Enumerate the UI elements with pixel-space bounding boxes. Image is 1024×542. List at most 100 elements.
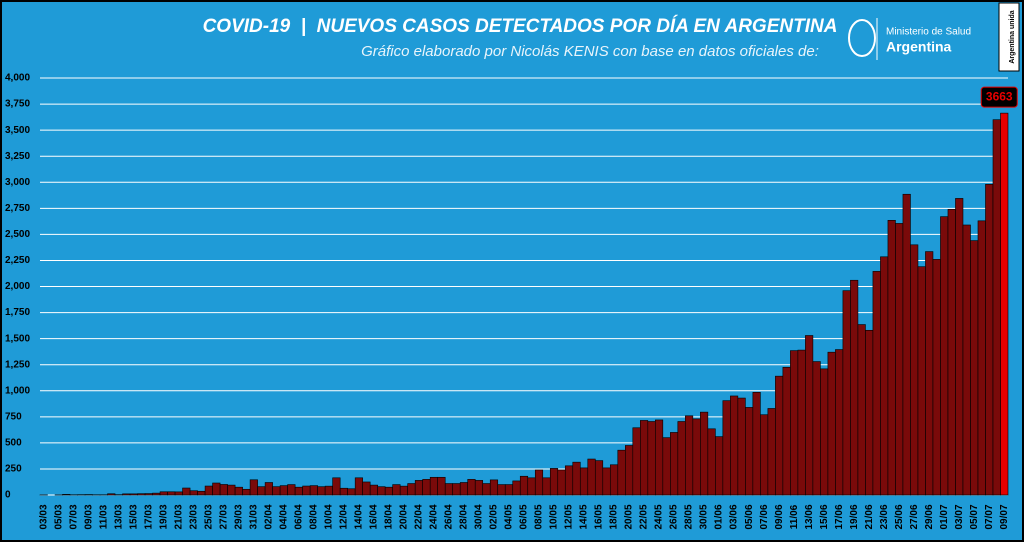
y-tick-label: 3,500 <box>5 125 30 136</box>
bar <box>647 421 656 496</box>
bar <box>272 486 281 496</box>
bar <box>512 480 521 496</box>
bar <box>917 266 926 496</box>
x-tick-label: 18/04 <box>384 504 395 529</box>
x-tick-label: 18/05 <box>609 504 620 529</box>
x-tick-label: 07/07 <box>984 504 995 529</box>
x-tick-label: 05/07 <box>969 504 980 529</box>
bar <box>257 486 266 496</box>
bar <box>962 224 971 496</box>
bar <box>144 493 153 496</box>
x-tick-label: 22/05 <box>639 504 650 529</box>
x-tick-label: 24/05 <box>654 504 665 529</box>
bar <box>827 351 836 496</box>
x-tick-label: 08/04 <box>309 504 320 529</box>
bar <box>662 437 671 496</box>
bar <box>362 481 371 496</box>
x-tick-label: 29/06 <box>924 504 935 529</box>
bar <box>182 487 191 496</box>
bar <box>399 485 408 496</box>
bar <box>925 251 934 496</box>
bar <box>737 397 746 496</box>
bar <box>625 445 634 496</box>
x-tick-label: 17/03 <box>143 504 154 529</box>
x-tick-label: 05/03 <box>53 504 64 529</box>
x-tick-label: 26/04 <box>444 504 455 529</box>
bar <box>249 479 258 496</box>
chart-title: COVID-19 | NUEVOS CASOS DETECTADOS POR D… <box>203 15 838 37</box>
bar <box>167 491 176 496</box>
bar <box>474 480 484 496</box>
bar <box>504 484 514 496</box>
bar <box>609 464 619 496</box>
bar <box>219 484 228 496</box>
bar <box>287 484 296 496</box>
bar <box>189 490 198 496</box>
bar <box>107 493 116 496</box>
bar <box>745 407 754 496</box>
bar <box>392 484 401 496</box>
bar <box>850 279 859 496</box>
bar <box>970 240 979 496</box>
x-tick-label: 12/05 <box>564 504 575 529</box>
x-tick-label: 16/05 <box>594 504 605 529</box>
bar <box>594 460 604 496</box>
y-tick-label: 1,500 <box>5 333 30 344</box>
bar <box>1000 112 1009 496</box>
x-tick-label: 05/06 <box>744 504 755 529</box>
bar <box>932 259 941 496</box>
x-tick-label: 14/04 <box>354 504 365 529</box>
bar <box>482 483 491 496</box>
value-label-box <box>980 86 1018 108</box>
bar <box>407 483 416 496</box>
x-tick-label: 19/06 <box>849 504 860 529</box>
bar <box>377 486 386 496</box>
x-tick-label: 24/04 <box>429 504 440 529</box>
y-tick-label: 500 <box>5 438 22 449</box>
x-tick-label: 13/03 <box>113 504 124 529</box>
y-tick-label: 1,750 <box>5 307 30 318</box>
y-tick-label: 2,000 <box>5 281 30 292</box>
bar <box>572 461 581 496</box>
bar <box>422 479 431 496</box>
bar <box>234 486 243 496</box>
x-tick-label: 02/05 <box>489 504 500 529</box>
bar <box>992 119 1001 496</box>
bar <box>895 223 904 496</box>
bar <box>782 366 791 496</box>
bar <box>354 477 363 496</box>
bar <box>549 468 559 496</box>
y-tick-label: 750 <box>5 411 22 422</box>
bar <box>264 482 273 496</box>
bar <box>842 290 851 496</box>
bar <box>467 479 476 496</box>
bar <box>429 476 439 496</box>
bar <box>797 349 806 496</box>
x-tick-label: 03/07 <box>954 504 965 529</box>
bar <box>632 427 641 496</box>
x-tick-label: 06/05 <box>519 504 530 529</box>
x-tick-label: 27/06 <box>909 504 920 529</box>
x-tick-label: 23/03 <box>188 504 199 529</box>
bar <box>715 436 724 496</box>
bar <box>324 485 333 496</box>
x-tick-label: 10/05 <box>549 504 560 529</box>
x-tick-label: 28/05 <box>684 504 695 529</box>
bar <box>137 493 146 496</box>
y-tick-label: 3,750 <box>5 99 30 110</box>
x-tick-label: 10/04 <box>324 504 335 529</box>
bar <box>955 198 964 496</box>
x-tick-label: 12/04 <box>339 504 350 529</box>
bar <box>805 335 814 496</box>
bar <box>527 477 536 496</box>
bar <box>339 487 348 496</box>
bar <box>579 467 589 496</box>
x-tick-label: 07/03 <box>68 504 79 529</box>
bar <box>242 488 251 496</box>
x-tick-label: 26/05 <box>669 504 680 529</box>
bar <box>152 492 161 496</box>
bar <box>347 488 356 496</box>
x-tick-label: 30/04 <box>474 504 485 529</box>
x-tick-label: 20/05 <box>624 504 635 529</box>
bar <box>617 449 626 496</box>
